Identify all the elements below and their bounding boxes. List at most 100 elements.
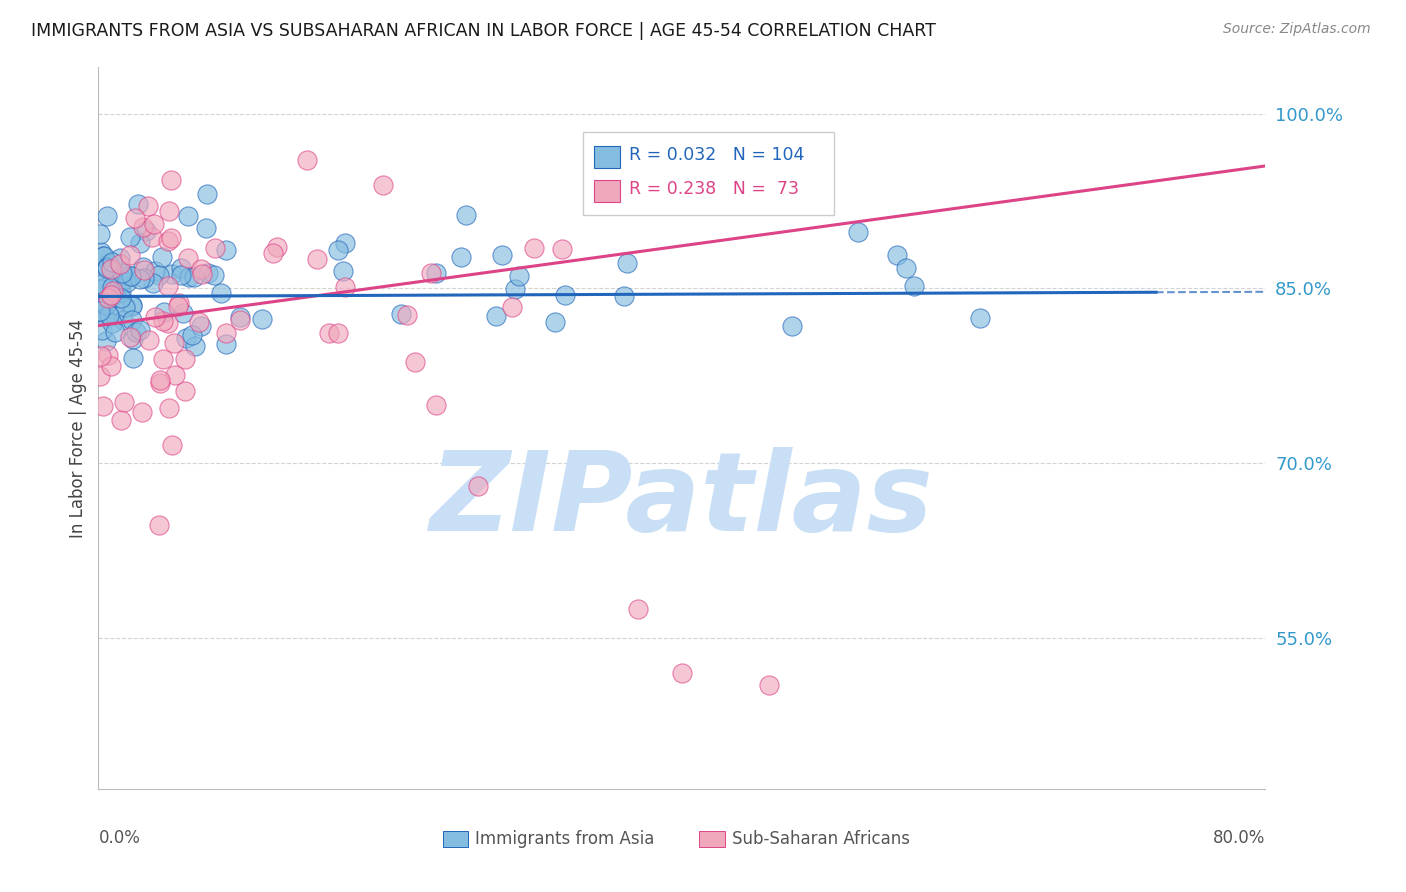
Point	[202, 268, 225, 282]
Point	[89, 276, 111, 290]
Point	[94, 298, 117, 312]
Point	[252, 312, 274, 326]
Point	[96, 260, 118, 274]
Point	[262, 246, 284, 260]
Point	[110, 285, 132, 299]
Text: R = 0.238   N =  73: R = 0.238 N = 73	[630, 180, 800, 198]
Point	[114, 272, 136, 286]
Point	[129, 323, 152, 337]
Point	[174, 384, 197, 398]
Point	[121, 299, 143, 313]
Point	[215, 326, 238, 340]
Point	[94, 280, 117, 294]
Point	[93, 294, 115, 309]
Point	[335, 235, 357, 250]
Point	[98, 257, 121, 271]
Point	[138, 333, 160, 347]
Point	[93, 249, 115, 263]
Point	[100, 288, 122, 302]
Point	[132, 260, 155, 274]
Point	[177, 210, 200, 224]
Point	[165, 368, 187, 382]
Point	[143, 264, 166, 278]
Point	[183, 270, 205, 285]
Point	[295, 153, 318, 168]
Point	[104, 287, 127, 301]
Point	[544, 315, 567, 329]
Text: Source: ZipAtlas.com: Source: ZipAtlas.com	[1223, 22, 1371, 37]
Point	[118, 248, 141, 262]
Point	[108, 257, 131, 271]
Point	[170, 268, 193, 282]
Point	[613, 289, 636, 303]
Point	[150, 250, 173, 264]
Point	[215, 243, 238, 257]
Point	[89, 282, 111, 296]
Point	[100, 262, 122, 277]
Point	[125, 325, 148, 339]
Point	[156, 317, 179, 331]
Point	[96, 261, 118, 276]
Point	[163, 336, 186, 351]
Point	[177, 251, 200, 265]
Point	[100, 268, 122, 282]
Point	[148, 268, 170, 282]
Point	[187, 315, 209, 329]
Point	[142, 277, 165, 291]
Point	[969, 310, 991, 325]
Point	[485, 310, 508, 324]
Point	[120, 269, 142, 284]
Point	[101, 254, 124, 268]
Point	[661, 182, 683, 196]
Point	[89, 304, 111, 318]
Point	[129, 236, 152, 251]
Point	[96, 209, 118, 223]
Point	[108, 251, 131, 265]
Point	[89, 227, 111, 241]
Point	[157, 401, 180, 415]
Point	[152, 305, 174, 319]
Point	[333, 280, 356, 294]
Point	[100, 359, 122, 373]
Point	[181, 328, 204, 343]
Point	[132, 220, 155, 235]
Point	[121, 298, 143, 312]
Point	[894, 260, 917, 275]
Point	[450, 250, 472, 264]
Point	[91, 322, 114, 336]
Point	[96, 291, 118, 305]
FancyBboxPatch shape	[582, 132, 834, 215]
Point	[110, 291, 132, 305]
Point	[229, 310, 252, 324]
Text: IMMIGRANTS FROM ASIA VS SUBSAHARAN AFRICAN IN LABOR FORCE | AGE 45-54 CORRELATIO: IMMIGRANTS FROM ASIA VS SUBSAHARAN AFRIC…	[31, 22, 936, 40]
Point	[97, 308, 120, 322]
Point	[173, 305, 195, 319]
FancyBboxPatch shape	[595, 180, 620, 202]
Point	[405, 354, 427, 368]
Point	[93, 309, 115, 323]
Point	[425, 266, 447, 280]
Point	[157, 204, 180, 219]
Point	[112, 395, 135, 409]
Point	[616, 255, 638, 269]
Point	[94, 334, 117, 348]
Point	[91, 399, 114, 413]
Point	[110, 266, 132, 280]
Point	[190, 267, 212, 281]
Point	[848, 225, 870, 239]
Point	[89, 369, 111, 384]
Point	[425, 398, 447, 412]
Point	[152, 352, 174, 367]
Point	[104, 309, 127, 323]
Point	[124, 211, 146, 226]
Point	[122, 332, 145, 346]
Point	[90, 349, 112, 363]
Point	[523, 241, 546, 255]
Point	[197, 266, 219, 280]
Point	[167, 295, 190, 310]
Point	[174, 331, 197, 345]
Point	[149, 376, 172, 390]
Point	[209, 286, 232, 301]
Point	[266, 240, 288, 254]
Point	[129, 272, 152, 286]
